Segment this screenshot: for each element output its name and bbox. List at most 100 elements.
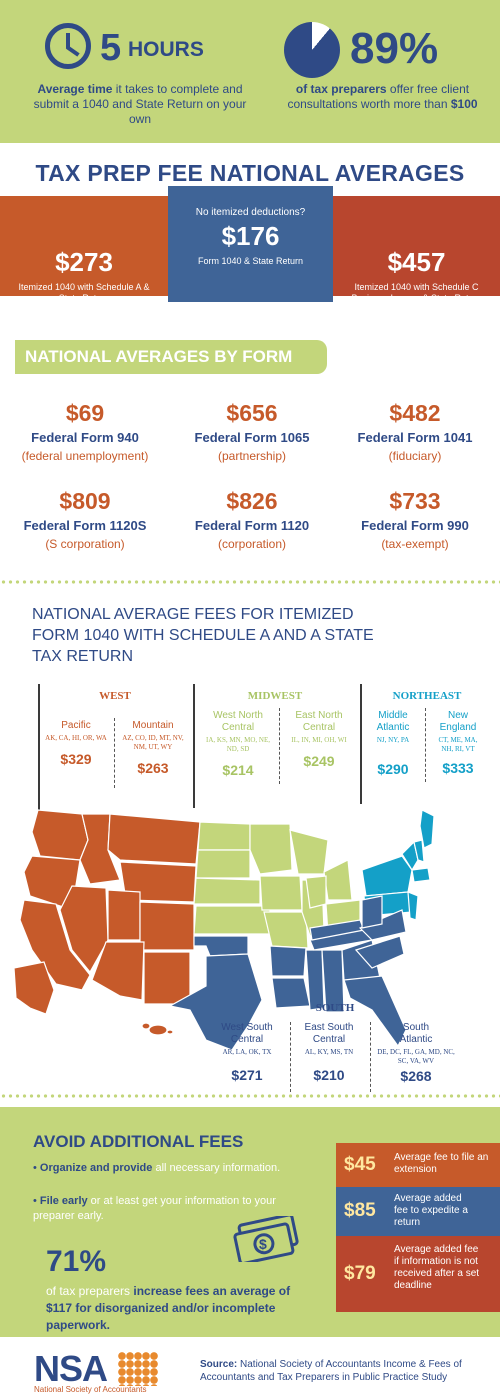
source-text: National Society of Accountants Income &…	[200, 1359, 462, 1383]
bullet-icon: •	[33, 1162, 37, 1174]
division-middle-atlantic: Middle Atlantic NJ, NY, PA $290	[364, 710, 422, 777]
percent-number: 89%	[350, 24, 439, 73]
form-item-1120: $826 Federal Form 1120 (corporation)	[167, 488, 337, 551]
fee-box-description: Itemized 1040 with Schedule C Business I…	[351, 282, 482, 303]
form-name: Federal Form 1120	[194, 518, 310, 533]
fee-expedite-box: $85 Average added fee to expedite a retu…	[336, 1187, 500, 1236]
form-note: (fiduciary)	[388, 449, 442, 463]
dashed-divider	[425, 708, 426, 782]
division-states: NJ, NY, PA	[376, 736, 410, 744]
fee-box-amount: $457	[387, 247, 446, 277]
fee-box-itemized-schedule-a: $273 Itemized 1040 with Schedule A & Sta…	[0, 196, 168, 303]
division-states: IL, IN, MI, OH, WI	[291, 736, 347, 744]
fee-box-top-label: No itemized deductions?	[195, 207, 306, 218]
by-form-title: NATIONAL AVERAGES BY FORM	[25, 347, 293, 366]
side-fee-amount: $45	[344, 1154, 376, 1175]
percent-caption-amount: $100	[450, 97, 478, 111]
tip-file-early: • File early or at least get your inform…	[33, 1194, 313, 1224]
division-states: AZ, CO, ID, MT, NV, NM, UT, WY	[122, 734, 184, 751]
division-name: Middle Atlantic	[376, 710, 410, 733]
division-mountain: Mountain AZ, CO, ID, MT, NV, NM, UT, WY …	[118, 720, 188, 776]
national-averages-title: TAX PREP FEE NATIONAL AVERAGES	[35, 160, 465, 186]
stat-lead: of tax preparers	[46, 1284, 134, 1298]
fee-box-top-label	[0, 217, 168, 229]
form-amount: $482	[389, 400, 441, 426]
hours-caption-bold: Average time	[37, 82, 113, 96]
division-west-north-central: West North Central IA, KS, MN, MO, NE, N…	[200, 710, 276, 778]
side-fee-text: Average added fee to expedite a return	[394, 1193, 468, 1228]
region-west-label: WEST	[99, 690, 131, 702]
form-name: Federal Form 940	[31, 430, 139, 445]
division-name: East South Central	[304, 1022, 354, 1045]
division-fee: $290	[377, 761, 409, 777]
region-south-label: SOUTH	[315, 1002, 355, 1014]
dashed-divider	[290, 1022, 291, 1092]
division-name: Pacific	[61, 720, 91, 731]
division-fee: $329	[60, 751, 92, 767]
hours-unit-label: HOURS	[128, 38, 204, 61]
percent-caption-mid: offer free client consultations worth mo…	[287, 82, 470, 111]
dotted-divider	[0, 580, 500, 584]
avoid-fees-title: AVOID ADDITIONAL FEES	[33, 1132, 244, 1151]
division-east-south-central: East South Central AL, KY, MS, TN $210	[292, 1022, 366, 1083]
form-note: (corporation)	[217, 537, 287, 551]
fee-box-description: Form 1040 & State Return	[197, 256, 304, 266]
fee-box-amount: $176	[221, 221, 280, 251]
division-west-south-central: West South Central AR, LA, OK, TX $271	[212, 1022, 282, 1083]
hours-number: 5	[100, 27, 122, 69]
division-states: AR, LA, OK, TX	[222, 1048, 272, 1056]
dashed-divider	[370, 1022, 371, 1092]
by-form-banner: NATIONAL AVERAGES BY FORM	[15, 340, 327, 374]
form-item-1065: $656 Federal Form 1065 (partnership)	[167, 400, 337, 463]
division-fee: $249	[303, 753, 335, 769]
stat-bold: increase fees an average of $117 for dis…	[46, 1284, 291, 1332]
division-fee: $210	[313, 1067, 345, 1083]
form-amount: $809	[59, 488, 111, 514]
stat-percent: 71%	[46, 1245, 107, 1278]
form-note: (tax-exempt)	[381, 537, 449, 551]
divider-line	[360, 684, 362, 804]
division-pacific: Pacific AK, CA, HI, OR, WA $329	[42, 720, 110, 767]
form-name: Federal Form 1041	[357, 430, 473, 445]
form-amount: $733	[389, 488, 441, 514]
division-name: New England	[439, 710, 477, 733]
hours-caption-rest: it takes to complete and submit a 1040 a…	[33, 82, 247, 126]
tip-text: all necessary information.	[152, 1162, 281, 1174]
clock-icon	[45, 23, 91, 69]
division-name: Mountain	[132, 720, 174, 731]
form-note: (partnership)	[217, 449, 287, 463]
hours-caption: Average time it takes to complete and su…	[30, 82, 250, 127]
pie-chart-icon	[284, 22, 340, 78]
division-name: West South Central	[221, 1022, 273, 1045]
top-stats-panel	[0, 0, 500, 143]
division-states: DE, DC, FL, GA, MD, NC, SC, VA, WV	[377, 1048, 455, 1065]
form-amount: $826	[226, 488, 278, 514]
tip-organize: • Organize and provide all necessary inf…	[33, 1161, 313, 1176]
source-note: Source: National Society of Accountants …	[200, 1358, 490, 1384]
us-region-map	[13, 809, 435, 1051]
tip-bold: File early	[39, 1195, 88, 1207]
form-note: (S corporation)	[45, 537, 125, 551]
bullet-icon: •	[33, 1195, 37, 1207]
south-region-shape	[168, 895, 407, 1051]
tip-bold: Organize and provide	[39, 1162, 153, 1174]
division-fee: $268	[400, 1068, 432, 1084]
side-fee-text: Average fee to file an extension	[394, 1152, 489, 1175]
percent-caption: of tax preparers offer free client consu…	[270, 82, 495, 112]
division-south-atlantic: South Atlantic DE, DC, FL, GA, MD, NC, S…	[374, 1022, 458, 1084]
division-fee: $214	[222, 762, 254, 778]
division-fee: $333	[442, 760, 474, 776]
division-states: IA, KS, MN, MO, NE, ND, SD	[206, 736, 270, 753]
division-states: AK, CA, HI, OR, WA	[45, 734, 107, 742]
form-name: Federal Form 1065	[194, 430, 310, 445]
dotted-divider	[0, 1094, 500, 1098]
division-fee: $271	[231, 1067, 263, 1083]
division-new-england: New England CT, ME, MA, NH, RI, VT $333	[428, 710, 488, 776]
region-midwest-label: MIDWEST	[247, 690, 303, 702]
fee-box-amount: $273	[55, 247, 113, 277]
regional-title: NATIONAL AVERAGE FEES FOR ITEMIZED FORM …	[32, 606, 374, 665]
midwest-region-shape	[193, 821, 361, 949]
fee-box-schedule-c: $457 Itemized 1040 with Schedule C Busin…	[333, 196, 500, 303]
nsa-org-name: National Society of Accountants	[34, 1385, 147, 1394]
division-name: South Atlantic	[399, 1022, 433, 1045]
